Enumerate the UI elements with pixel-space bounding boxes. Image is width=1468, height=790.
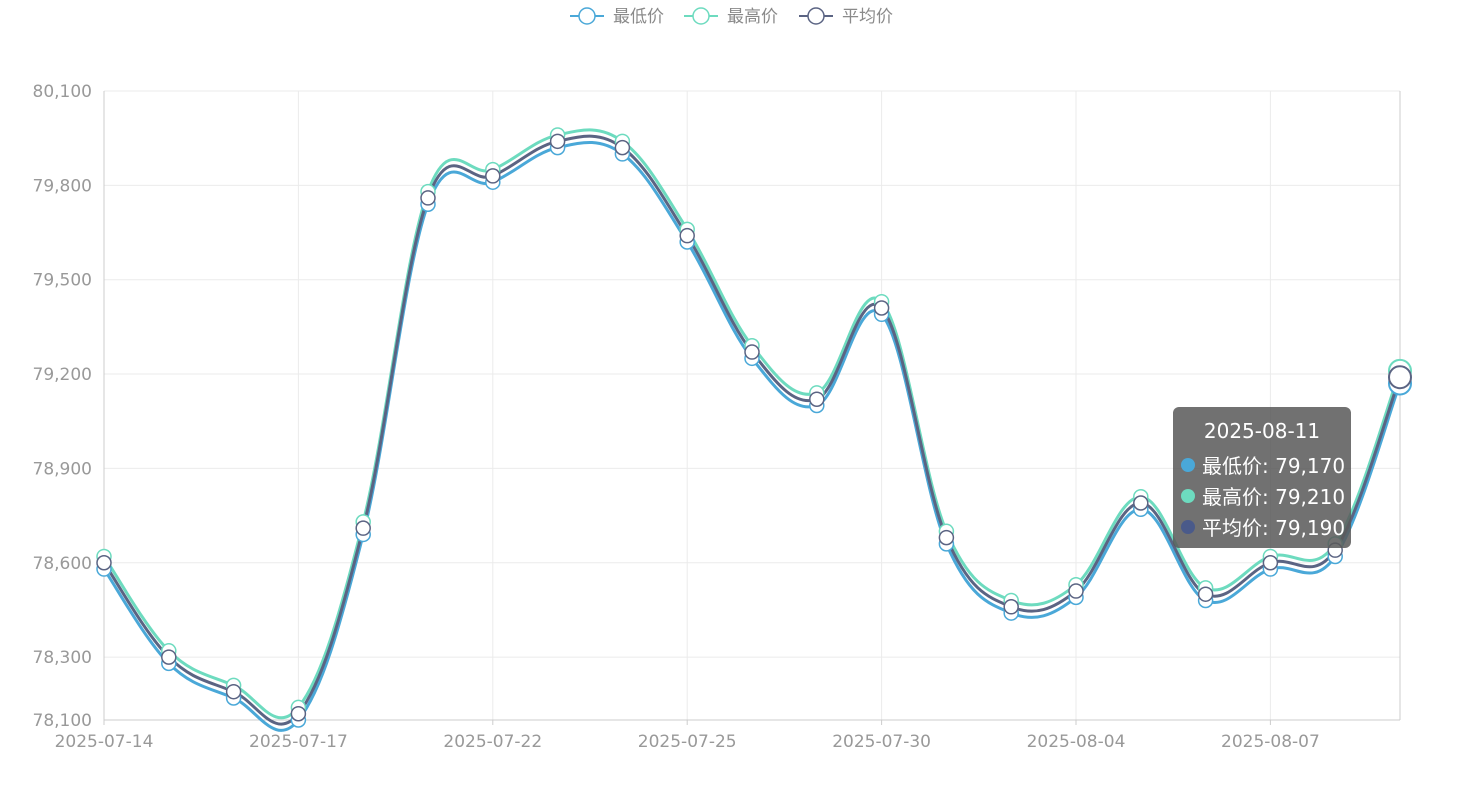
data-point-avg[interactable] xyxy=(96,555,112,571)
data-point-avg[interactable] xyxy=(161,649,177,665)
legend[interactable]: 最低价 最高价 平均价 xyxy=(570,7,893,27)
y-axis-ticks: 80,100 79,800 79,500 79,200 78,900 78,600 78,3… xyxy=(33,82,92,731)
data-point-avg[interactable] xyxy=(938,529,955,546)
legend-label-high: 最高价 xyxy=(727,7,778,27)
y-tick-label: 80,100 xyxy=(33,82,92,102)
y-tick-label: 79,200 xyxy=(33,365,92,385)
x-tick-label: 2025-08-04 xyxy=(1027,732,1126,752)
x-tick-label: 2025-07-14 xyxy=(55,732,154,752)
tooltip-dot-avg xyxy=(1181,519,1195,534)
legend-item-high[interactable]: 最高价 xyxy=(684,7,778,27)
grid xyxy=(103,90,1401,725)
legend-marker-avg xyxy=(807,7,825,25)
x-tick-label: 2025-08-07 xyxy=(1221,732,1320,752)
y-tick-label: 78,300 xyxy=(33,648,92,668)
tooltip-row-high: 最高价: 79,210 xyxy=(1173,480,1351,511)
data-point-avg[interactable] xyxy=(679,227,695,244)
y-tick-label: 78,900 xyxy=(33,459,92,479)
legend-marker-high xyxy=(692,7,710,25)
data-point-avg[interactable] xyxy=(1133,495,1149,511)
legend-label-low: 最低价 xyxy=(613,7,664,27)
x-axis-ticks: 2025-07-14 2025-07-17 2025-07-22 2025-07-25… xyxy=(55,732,1320,752)
data-point-avg[interactable] xyxy=(1197,586,1214,602)
x-tick-label: 2025-07-25 xyxy=(638,732,737,752)
x-tick-label: 2025-07-17 xyxy=(249,732,348,752)
tooltip-row-low: 最低价: 79,170 xyxy=(1173,449,1351,480)
legend-marker-low xyxy=(578,7,596,25)
data-point-avg[interactable] xyxy=(290,705,307,722)
data-point-avg[interactable] xyxy=(809,391,825,407)
tooltip-dot-high xyxy=(1181,488,1195,503)
y-tick-label: 79,800 xyxy=(33,176,92,196)
x-tick-label: 2025-07-30 xyxy=(832,732,931,752)
tooltip: 2025-08-11 最低价: 79,170 最高价: 79,210 平均价: … xyxy=(1173,407,1351,548)
data-point-avg[interactable] xyxy=(614,139,631,156)
data-point-avg[interactable] xyxy=(549,133,566,150)
y-tick-label: 78,100 xyxy=(33,711,92,731)
data-point-avg[interactable] xyxy=(744,344,760,360)
data-point-avg[interactable] xyxy=(420,190,436,206)
y-tick-label: 79,500 xyxy=(33,271,92,291)
tooltip-text-high: 最高价: 79,210 xyxy=(1202,485,1346,509)
data-point-avg[interactable] xyxy=(1068,583,1084,599)
data-point-avg[interactable] xyxy=(225,683,242,700)
tooltip-title: 2025-08-11 xyxy=(1203,419,1321,443)
tooltip-text-avg: 平均价: 79,190 xyxy=(1202,516,1346,540)
data-point-avg[interactable] xyxy=(873,300,890,316)
tooltip-row-avg: 平均价: 79,190 xyxy=(1173,511,1351,542)
tooltip-text-low: 最低价: 79,170 xyxy=(1202,454,1346,478)
data-point-avg[interactable] xyxy=(485,168,501,184)
x-tick-label: 2025-07-22 xyxy=(443,732,542,752)
data-point-avg[interactable] xyxy=(1388,365,1412,390)
y-tick-label: 78,600 xyxy=(33,554,92,574)
legend-label-avg: 平均价 xyxy=(842,7,893,27)
data-point-avg[interactable] xyxy=(355,520,371,536)
legend-item-avg[interactable]: 平均价 xyxy=(799,7,893,27)
data-point-avg[interactable] xyxy=(1003,599,1019,615)
tooltip-dot-low xyxy=(1181,457,1195,472)
data-point-avg[interactable] xyxy=(1262,555,1279,571)
legend-item-low[interactable]: 最低价 xyxy=(570,7,664,27)
